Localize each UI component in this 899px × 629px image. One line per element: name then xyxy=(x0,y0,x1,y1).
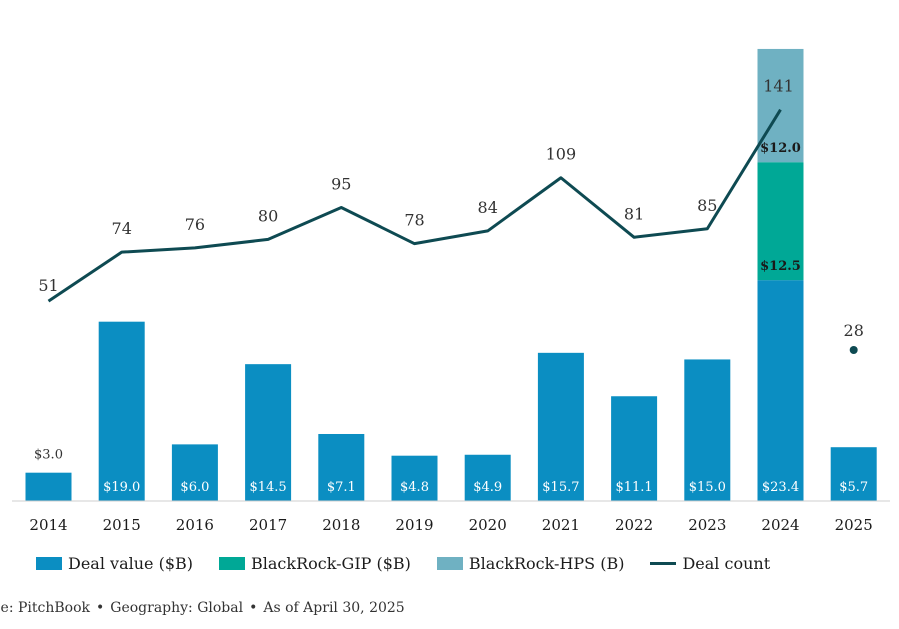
legend-label-hps: BlackRock-HPS (B) xyxy=(468,554,625,573)
bar-deal-value-2020 xyxy=(464,454,511,501)
legend-item-deal-count: Deal count xyxy=(650,554,770,573)
data-label-2025: $5.7 xyxy=(839,480,868,495)
bar-deal-value-2025 xyxy=(830,447,877,501)
data-label-hps-2024: $12.0 xyxy=(760,141,801,156)
data-label-gip-2024: $12.5 xyxy=(760,259,801,274)
data-label-2021: $15.7 xyxy=(542,480,579,495)
source-separator: • xyxy=(96,600,105,616)
legend-swatch-deal-value xyxy=(36,557,62,570)
bar-deal-value-2017 xyxy=(245,364,292,501)
bar-deal-value-2024 xyxy=(757,280,804,501)
deal-count-line xyxy=(47,108,782,303)
bar-deal-value-2023 xyxy=(684,359,731,501)
bar-deal-value-2016 xyxy=(171,444,218,501)
deal-count-label-2016: 76 xyxy=(185,215,205,234)
x-tick-label-2023: 2023 xyxy=(688,516,726,534)
data-label-2023: $15.0 xyxy=(689,480,726,495)
bar-deal-value-2021 xyxy=(537,352,584,501)
source-text: rce: PitchBook xyxy=(0,600,90,616)
bar-deal-value-2015 xyxy=(98,321,145,501)
data-label-2014: $3.0 xyxy=(34,448,63,463)
legend-item-gip: BlackRock-GIP ($B) xyxy=(219,554,411,573)
data-label-2017: $14.5 xyxy=(249,480,286,495)
x-tick-label-2015: 2015 xyxy=(103,516,141,534)
legend-swatch-gip xyxy=(219,557,246,570)
bar-deal-value-2014 xyxy=(25,472,72,501)
deal-count-label-2018: 95 xyxy=(331,175,351,194)
data-label-2018: $7.1 xyxy=(327,480,356,495)
deal-count-label-2023: 85 xyxy=(697,196,717,215)
source-separator: • xyxy=(249,600,258,616)
data-label-2024: $23.4 xyxy=(762,480,799,495)
x-tick-label-2019: 2019 xyxy=(395,516,433,534)
legend-label-deal-count: Deal count xyxy=(682,554,771,573)
bar-deal-value-2019 xyxy=(391,455,438,501)
bar-deal-value-2018 xyxy=(318,433,365,501)
x-tick-label-2022: 2022 xyxy=(615,516,653,534)
x-tick-label-2020: 2020 xyxy=(469,516,507,534)
legend-swatch-deal-count xyxy=(650,562,677,565)
x-tick-label-2025: 2025 xyxy=(835,516,873,534)
bar-deal-value-2022 xyxy=(611,396,658,501)
deal-count-label-2020: 84 xyxy=(478,198,498,217)
deal-count-label-2014: 51 xyxy=(38,276,58,295)
bar-gip-2024 xyxy=(757,162,804,281)
chart-legend: Deal value ($B) BlackRock-GIP ($B) Black… xyxy=(36,554,796,573)
legend-item-hps: BlackRock-HPS (B) xyxy=(436,554,625,573)
x-tick-label-2024: 2024 xyxy=(761,516,799,534)
x-tick-label-2014: 2014 xyxy=(29,516,67,534)
deal-count-label-2022: 81 xyxy=(624,204,644,223)
bar-hps-2024 xyxy=(757,48,804,163)
geography-text: Geography: Global xyxy=(110,600,244,616)
data-label-2022: $11.1 xyxy=(615,480,652,495)
data-label-2020: $4.9 xyxy=(473,480,502,495)
x-tick-label-2018: 2018 xyxy=(322,516,360,534)
x-tick-label-2021: 2021 xyxy=(542,516,580,534)
deal-count-label-2021: 109 xyxy=(546,145,577,164)
deal-count-label-2024: 141 xyxy=(763,77,794,96)
data-label-2019: $4.8 xyxy=(400,480,429,495)
source-note: rce: PitchBook • Geography: Global • As of A… xyxy=(0,600,405,616)
deal-count-label-2019: 78 xyxy=(404,211,424,230)
legend-label-deal-value: Deal value ($B) xyxy=(68,554,194,573)
deal-count-label-2015: 74 xyxy=(112,219,132,238)
data-label-2015: $19.0 xyxy=(103,480,140,495)
legend-swatch-hps xyxy=(436,557,463,570)
chart-canvas: $3.0 $19.0 $6.0 $14.5 $7.1 $4.8 $4.9 $15.7 $11.1… xyxy=(12,48,890,534)
data-label-2016: $6.0 xyxy=(180,480,209,495)
as-of-date: As of April 30, 2025 xyxy=(263,600,405,616)
legend-label-gip: BlackRock-GIP ($B) xyxy=(251,554,411,573)
deal-count-label-2025: 28 xyxy=(844,321,864,340)
deal-count-point-2025 xyxy=(849,346,858,354)
x-tick-label-2016: 2016 xyxy=(176,516,214,534)
legend-item-deal-value: Deal value ($B) xyxy=(36,554,193,573)
x-tick-label-2017: 2017 xyxy=(249,516,287,534)
deal-count-label-2017: 80 xyxy=(258,206,278,225)
